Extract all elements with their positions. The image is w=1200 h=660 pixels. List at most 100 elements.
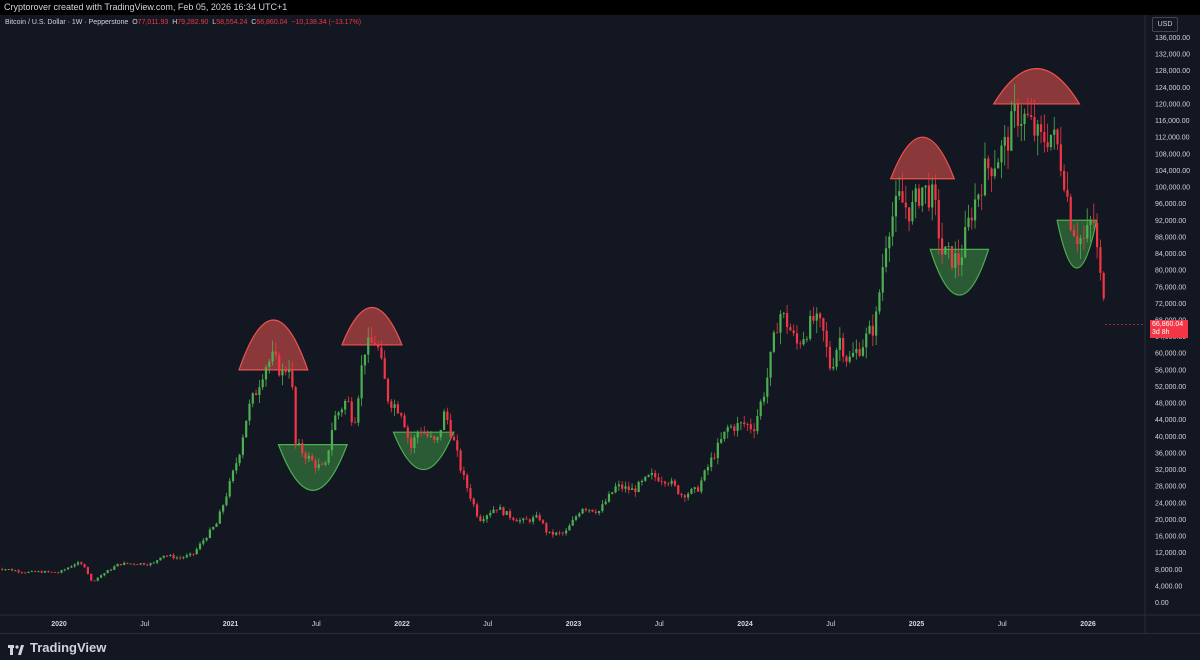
tradingview-logo[interactable]: TradingView [8, 640, 106, 655]
candle-body [132, 563, 136, 565]
candle-body [294, 387, 297, 444]
price-tick-label: 96,000.00 [1155, 201, 1186, 208]
candle-body [838, 337, 841, 351]
time-tick-label: Jul [655, 621, 664, 628]
bottom-arc-annotation [392, 431, 455, 471]
candle-body [505, 511, 508, 515]
top-arc-annotation [238, 319, 309, 371]
price-tick-label: 32,000.00 [1155, 467, 1186, 474]
candle-body [119, 563, 122, 565]
candle-body [317, 464, 320, 469]
candlestick-chart[interactable]: 136,000.00 132,000.00 128,000.00 124,000.00… [0, 15, 1200, 633]
candle-body [818, 313, 822, 319]
candle-body [1072, 229, 1076, 237]
candle-body [891, 216, 894, 237]
candle-body [241, 437, 245, 455]
candle-body [845, 356, 848, 362]
tradingview-logo-icon [8, 643, 24, 655]
candle-body [1059, 144, 1062, 172]
candle-body [195, 549, 198, 555]
candle-body [756, 416, 759, 432]
currency-selector[interactable]: USD [1152, 17, 1178, 32]
candle-body [400, 413, 403, 416]
candle-body [535, 515, 538, 518]
candle-body [475, 504, 479, 517]
candle-body [1023, 113, 1026, 124]
candle-body [736, 423, 739, 431]
price-tick-label: 60,000.00 [1155, 351, 1186, 358]
candle-body [482, 519, 485, 521]
candle-body [466, 475, 469, 489]
bar-countdown: 3d 8h [1152, 328, 1170, 336]
candle-body [324, 462, 327, 465]
candle-body [53, 571, 57, 573]
candle-body [1089, 219, 1092, 225]
candle-body [769, 351, 772, 378]
candle-body [799, 343, 802, 345]
candle-body [459, 450, 462, 471]
candle-body [449, 419, 452, 437]
candle-body [30, 570, 33, 572]
candle-body [644, 476, 647, 481]
candle-body [518, 520, 522, 522]
candle-body [67, 567, 70, 570]
candle-body [499, 507, 502, 510]
candle-body [960, 257, 963, 266]
symbol-legend: Bitcoin / U.S. Dollar · 1W · Pepperstone… [5, 19, 361, 26]
candle-body [825, 330, 828, 347]
candle-body [254, 393, 258, 396]
candle-body [776, 332, 779, 334]
candle-body [733, 426, 736, 431]
candle-body [126, 562, 129, 564]
candle-body [218, 511, 221, 524]
price-tick-label: 28,000.00 [1155, 484, 1186, 491]
candle-body [690, 488, 693, 494]
candle-body [360, 365, 363, 399]
candle-body [1049, 134, 1053, 148]
candle-body [753, 429, 756, 432]
candle-body [208, 529, 212, 538]
price-tick-label: 84,000.00 [1155, 251, 1186, 258]
candle-body [156, 560, 159, 563]
candle-body [43, 571, 47, 573]
candle-body [238, 454, 241, 464]
chart-area[interactable]: 136,000.00 132,000.00 128,000.00 124,000.00… [0, 15, 1200, 633]
candle-body [50, 571, 53, 573]
candle-body [588, 509, 591, 511]
candle-body [865, 333, 868, 348]
candle-body [696, 487, 700, 492]
candle-body [964, 227, 967, 258]
high-value: 79,282.90 [177, 19, 209, 26]
candle-body [812, 316, 815, 321]
candle-body [152, 562, 155, 564]
price-tick-label: 52,000.00 [1155, 384, 1186, 391]
candle-body [578, 513, 581, 517]
candle-body [1076, 236, 1079, 244]
top-arc-annotation [341, 306, 403, 346]
candle-body [842, 337, 845, 357]
candle-body [370, 337, 373, 343]
candle-body [584, 508, 588, 511]
candle-body [492, 509, 495, 514]
candle-body [983, 158, 987, 196]
candle-body [446, 411, 449, 420]
change-value: −10,138.34 (−13.17%) [291, 19, 362, 26]
candle-body [680, 493, 683, 496]
candle-body [24, 572, 27, 574]
candle-body [871, 325, 874, 336]
candle-body [357, 398, 360, 423]
time-tick-label: 2022 [394, 621, 410, 628]
last-price-tag: 66,860.04 3d 8h [1150, 319, 1188, 338]
candle-body [403, 415, 406, 428]
candle-body [749, 424, 752, 430]
candle-body [597, 511, 601, 513]
candle-body [90, 573, 93, 581]
candle-body [973, 199, 977, 221]
candle-body [169, 555, 172, 556]
candle-body [815, 313, 818, 321]
candle-body [687, 493, 690, 498]
candle-body [558, 532, 561, 534]
candle-body [248, 403, 251, 421]
candle-body [607, 493, 611, 502]
candle-body [977, 194, 980, 200]
